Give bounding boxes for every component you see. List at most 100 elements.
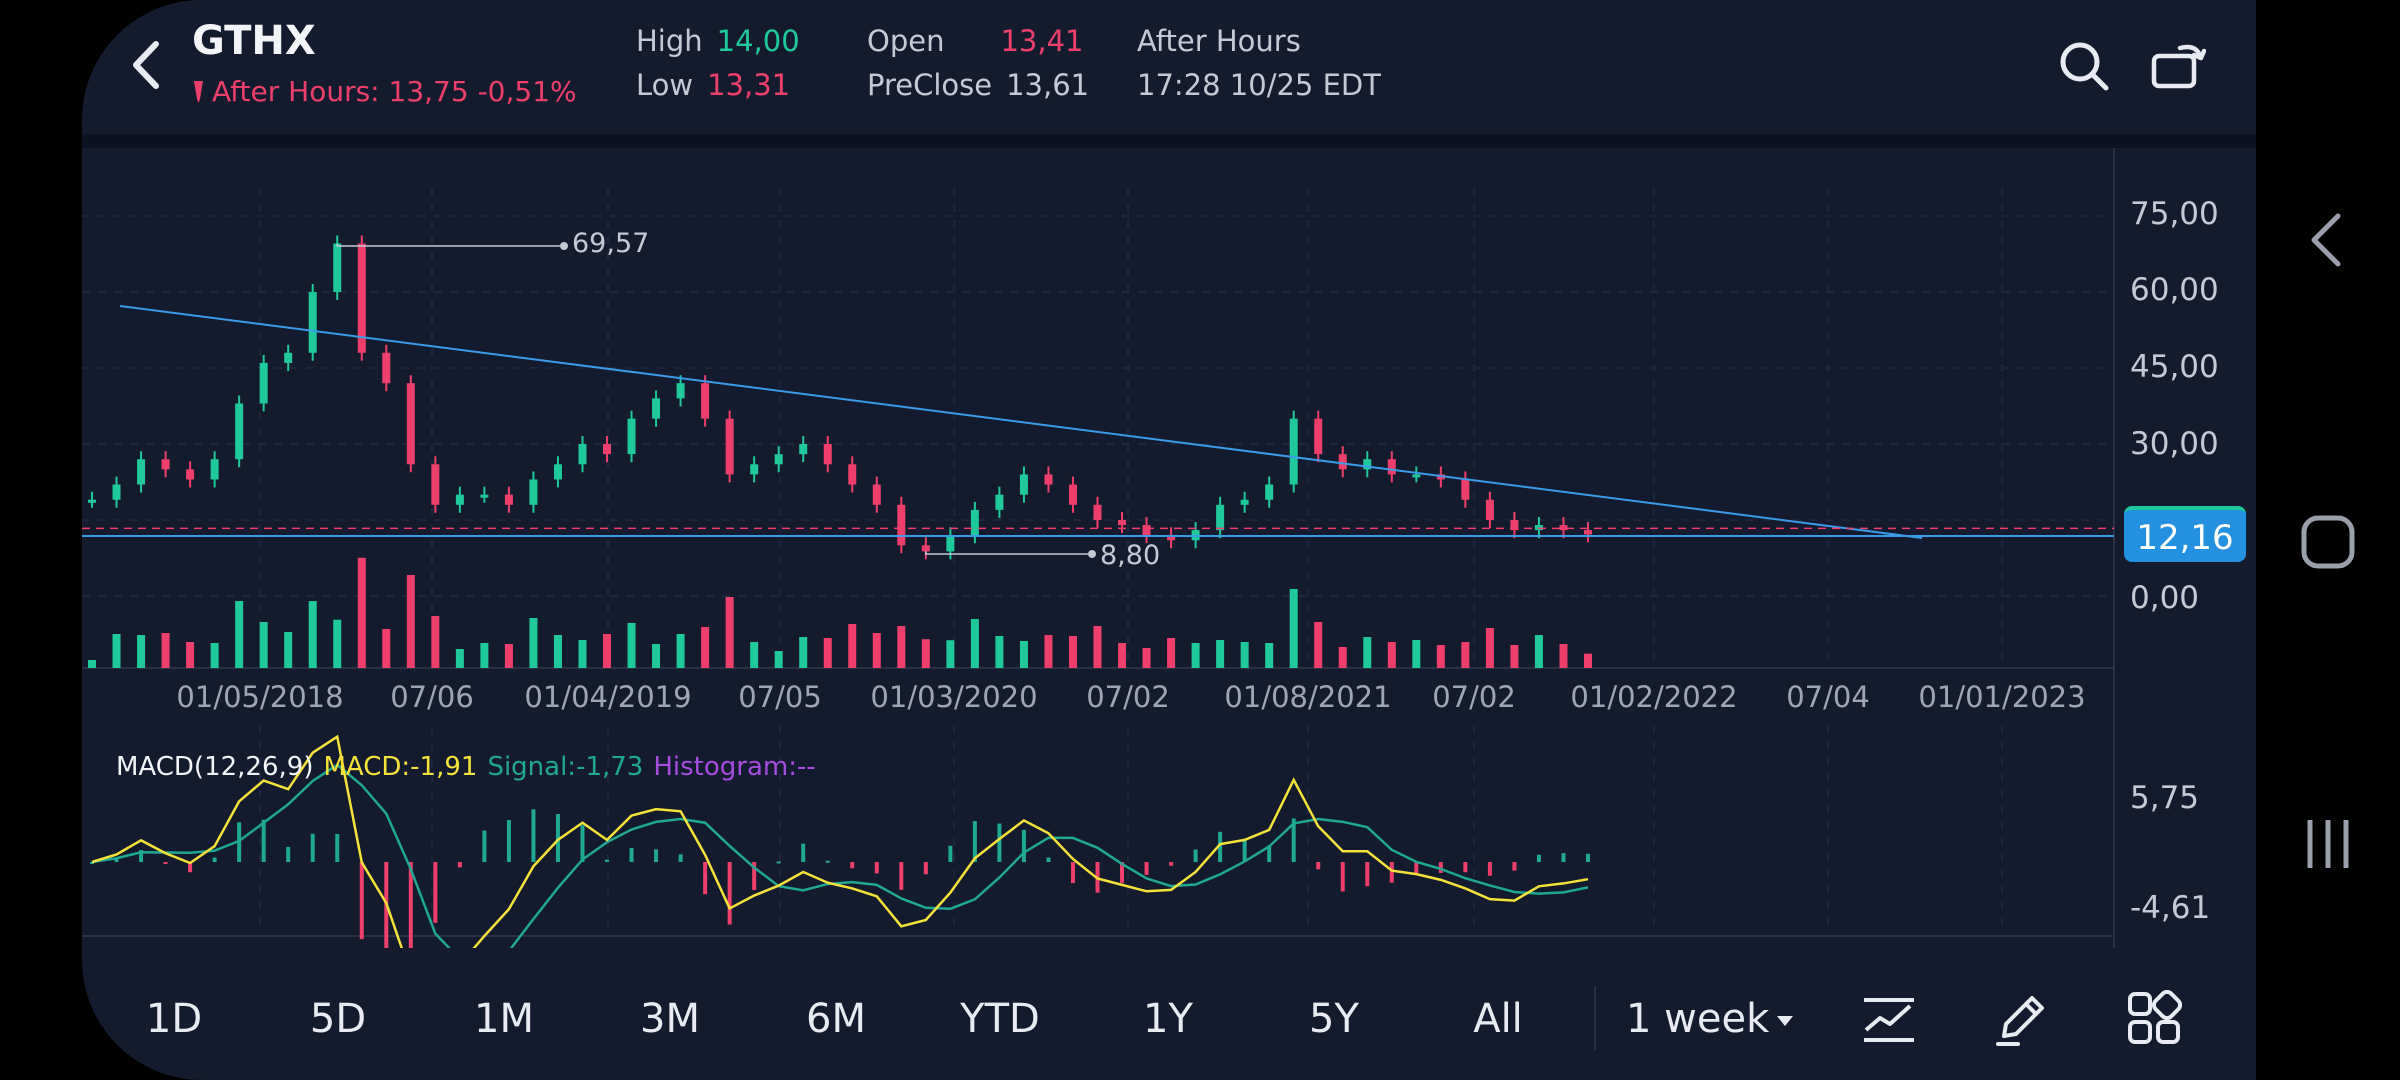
x-label: 07/06 [390, 680, 474, 714]
histogram-bar [139, 850, 144, 862]
pen-draw-icon[interactable] [1992, 990, 2050, 1048]
candle-body [480, 494, 489, 498]
histogram-bar [1021, 829, 1026, 862]
candle-body [1044, 474, 1053, 485]
histogram-bar [1046, 857, 1051, 862]
x-label: 01/01/2023 [1918, 680, 2086, 714]
high-marker-leader [336, 243, 564, 247]
macd-chart[interactable] [82, 716, 2256, 948]
timeframe-3m[interactable]: 3M [640, 996, 700, 1042]
volume-bar [1240, 642, 1249, 668]
y-label-60: 60,00 [2130, 272, 2219, 308]
price-chart[interactable] [82, 148, 2256, 718]
preclose-label: PreClose [867, 68, 993, 102]
search-icon[interactable] [2056, 38, 2112, 94]
volume-bar [431, 616, 440, 668]
histogram-bar [1561, 853, 1566, 862]
candle-body [186, 469, 195, 480]
histogram-bar [1340, 862, 1345, 892]
candle-body [406, 383, 415, 465]
last-price-tag: 12,16 [2124, 506, 2246, 562]
candle-body [1510, 520, 1519, 531]
volume-bar [88, 660, 96, 668]
candle-body [627, 418, 636, 455]
volume-bar [676, 634, 685, 668]
histogram-bar [408, 862, 413, 948]
volume-bar [1314, 622, 1323, 668]
timeframe-1d[interactable]: 1D [145, 996, 203, 1042]
volume-bar [897, 626, 906, 668]
candle-body [676, 383, 685, 399]
volume-bar [1363, 637, 1372, 668]
volume-bar [1534, 635, 1543, 668]
histogram-bar [1414, 862, 1419, 875]
timeframe-ytd[interactable]: YTD [960, 996, 1040, 1042]
timeframe-all[interactable]: All [1473, 996, 1523, 1042]
timeframe-1m[interactable]: 1M [474, 996, 534, 1042]
candle-body [1216, 504, 1225, 531]
quote-header: GTHX After Hours: 13,75 -0,51% High 14,00… [82, 0, 2256, 136]
candle-body [1265, 484, 1274, 500]
volume-bar [701, 627, 710, 668]
histogram-bar [703, 862, 708, 895]
volume-bar [112, 634, 121, 668]
histogram-bar [1218, 831, 1223, 862]
period-value: 1 week [1626, 996, 1770, 1042]
chart-indicator-icon[interactable] [1860, 990, 1918, 1048]
histogram-bar [482, 830, 487, 862]
header-divider [82, 134, 2256, 148]
rotate-screen-icon[interactable] [2150, 38, 2206, 94]
low-marker-dot [1088, 550, 1096, 558]
macd-legend: MACD(12,26,9) MACD:-1,91 Signal:-1,73 Histo… [116, 752, 826, 782]
candle-body [1534, 525, 1543, 531]
histogram-bar [801, 843, 806, 862]
candle-body [284, 352, 293, 363]
volume-bar [1289, 589, 1298, 668]
volume-bar [504, 644, 513, 668]
nav-home-icon[interactable] [2298, 512, 2358, 572]
signal-line [91, 763, 1589, 948]
histogram-bar [1487, 862, 1492, 876]
trendline [119, 305, 1923, 539]
volume-bar [1559, 644, 1568, 668]
volume-bar [799, 637, 808, 668]
timeframe-5y[interactable]: 5Y [1309, 996, 1359, 1042]
bar-separator [1594, 986, 1596, 1050]
histogram-bar [457, 862, 462, 868]
histogram-value: Histogram:-- [653, 752, 816, 782]
macd-line [91, 734, 1589, 948]
volume-bar [259, 622, 268, 668]
timeframe-1y[interactable]: 1Y [1143, 996, 1193, 1042]
histogram-bar [1120, 862, 1125, 883]
nav-recents-icon[interactable] [2298, 814, 2358, 874]
timeframe-6m[interactable]: 6M [806, 996, 866, 1042]
histogram-bar [948, 845, 953, 862]
volume-bar [235, 601, 244, 668]
down-arrow-icon [194, 81, 203, 103]
period-dropdown[interactable]: 1 week [1626, 996, 1794, 1042]
volume-bar [1068, 636, 1077, 668]
candle-body [88, 499, 96, 503]
volume-bar [186, 642, 195, 668]
back-chevron-left-icon[interactable] [126, 38, 166, 92]
x-label: 01/05/2018 [176, 680, 344, 714]
candle-body [1412, 474, 1421, 478]
volume-bar [137, 635, 146, 668]
histogram-bar [114, 858, 119, 862]
histogram-bar [972, 821, 977, 862]
session-label: After Hours [1137, 24, 1301, 58]
histogram-bar [90, 862, 94, 864]
timeframe-5d[interactable]: 5D [309, 996, 367, 1042]
candle-body [1118, 520, 1127, 526]
grid-apps-icon[interactable] [2126, 990, 2184, 1048]
x-label: 07/05 [738, 680, 822, 714]
preclose-value: 13,61 [1006, 68, 1090, 102]
nav-back-icon[interactable] [2298, 210, 2358, 270]
volume-bar [553, 635, 562, 668]
low-marker-label: 8,80 [1100, 540, 1161, 571]
volume-bar [970, 619, 979, 668]
candle-body [431, 464, 440, 505]
candle-body [603, 444, 612, 455]
volume-bar [455, 649, 464, 668]
volume-bar [1093, 626, 1102, 668]
